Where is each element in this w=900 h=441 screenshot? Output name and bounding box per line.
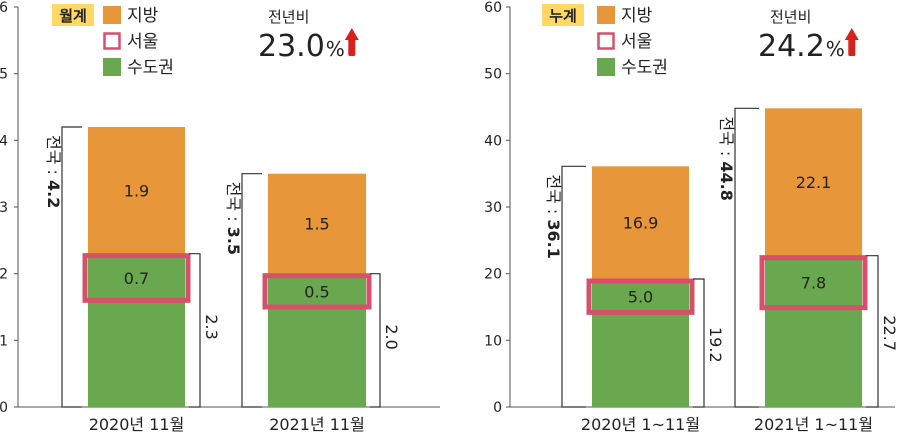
y-tick-label: 5 bbox=[0, 67, 8, 83]
national-total-value: 4.2 bbox=[44, 180, 63, 208]
bar-seoul-outline bbox=[82, 253, 191, 303]
bar-regional bbox=[592, 166, 689, 279]
y-tick-label: 50 bbox=[484, 67, 502, 83]
capital-total-label: 2.3 bbox=[202, 314, 221, 339]
legend-label: 서울 bbox=[127, 32, 158, 52]
seoul-value-label: 0.5 bbox=[304, 282, 329, 301]
bar-capital bbox=[88, 253, 185, 407]
bar-capital bbox=[765, 255, 862, 407]
yoy-label: 전년비 bbox=[770, 8, 811, 26]
x-category-label: 2021년 11월 bbox=[269, 415, 365, 434]
up-arrow-icon bbox=[844, 28, 859, 56]
y-tick-label: 40 bbox=[484, 133, 502, 149]
badge-label: 월계 bbox=[59, 7, 87, 25]
seoul-value-label: 7.8 bbox=[801, 274, 826, 293]
national-total-label: 전국 : 44.8 bbox=[717, 116, 736, 201]
y-tick-label: 1 bbox=[0, 333, 8, 349]
y-tick-label: 6 bbox=[0, 0, 8, 16]
national-total-label: 전국 : 4.2 bbox=[44, 135, 63, 208]
capital-total-bracket bbox=[370, 273, 381, 408]
national-total-label: 전국 : 3.5 bbox=[224, 182, 243, 255]
regional-value-label: 16.9 bbox=[623, 214, 659, 233]
legend-label: 수도권 bbox=[621, 58, 668, 78]
up-arrow-head bbox=[844, 28, 859, 40]
seoul-value-label: 0.7 bbox=[124, 269, 149, 288]
legend-swatch-seoul bbox=[103, 32, 121, 50]
seoul-value-label: 5.0 bbox=[628, 288, 653, 307]
y-tick-label: 3 bbox=[0, 200, 8, 216]
y-tick-label: 20 bbox=[484, 267, 502, 283]
regional-value-label: 1.5 bbox=[304, 215, 329, 234]
national-total-bracket bbox=[734, 107, 759, 408]
bar-regional bbox=[765, 108, 862, 256]
up-arrow-icon bbox=[344, 28, 359, 56]
y-tick-label: 0 bbox=[493, 400, 502, 416]
national-total-label: 전국 : 36.1 bbox=[544, 174, 563, 258]
national-total-value: 3.5 bbox=[224, 227, 243, 255]
national-total-prefix: 전국 : bbox=[544, 174, 563, 219]
bar-seoul-outline bbox=[262, 273, 372, 310]
bar-capital bbox=[268, 273, 366, 407]
yoy-unit: % bbox=[326, 37, 345, 61]
y-tick-label: 30 bbox=[484, 200, 502, 216]
legend-swatch-regional bbox=[103, 6, 121, 24]
bar-seoul-outline bbox=[759, 255, 868, 311]
badge-background bbox=[542, 4, 584, 26]
bar-regional bbox=[268, 173, 366, 274]
legend-label: 지방 bbox=[621, 6, 653, 26]
yoy-unit: % bbox=[826, 37, 845, 61]
bar-capital bbox=[592, 279, 689, 407]
legend-label: 지방 bbox=[127, 6, 159, 26]
x-category-label: 2020년 1~11월 bbox=[581, 415, 700, 434]
y-tick-label: 4 bbox=[0, 133, 8, 149]
yoy-value: 24.2 bbox=[758, 29, 825, 64]
up-arrow-shaft bbox=[348, 39, 356, 56]
y-tick-label: 0 bbox=[0, 400, 8, 416]
badge-label: 누계 bbox=[549, 7, 577, 25]
legend-swatch-capital bbox=[103, 58, 121, 76]
national-total-value: 36.1 bbox=[544, 219, 563, 258]
y-tick-label: 10 bbox=[484, 333, 502, 349]
capital-total-label: 19.2 bbox=[706, 327, 725, 363]
capital-total-bracket bbox=[866, 255, 879, 408]
capital-total-bracket bbox=[693, 278, 705, 408]
national-total-value: 44.8 bbox=[717, 161, 736, 200]
regional-value-label: 22.1 bbox=[796, 173, 832, 192]
y-tick-label: 60 bbox=[484, 0, 502, 16]
national-total-bracket bbox=[561, 165, 586, 408]
regional-value-label: 1.9 bbox=[124, 181, 149, 200]
x-category-label: 2020년 11월 bbox=[89, 415, 185, 434]
national-total-prefix: 전국 : bbox=[224, 182, 243, 227]
y-tick-label: 2 bbox=[0, 267, 8, 283]
legend-swatch-capital bbox=[597, 58, 615, 76]
capital-total-label: 2.0 bbox=[382, 324, 401, 349]
legend-swatch-seoul bbox=[597, 32, 615, 50]
legend-label: 수도권 bbox=[127, 58, 174, 78]
badge-background bbox=[52, 4, 94, 26]
up-arrow-shaft bbox=[848, 39, 856, 56]
legend-swatch-regional bbox=[597, 6, 615, 24]
x-category-label: 2021년 1~11월 bbox=[754, 415, 873, 434]
capital-total-label: 22.7 bbox=[880, 315, 899, 351]
national-total-prefix: 전국 : bbox=[44, 135, 63, 180]
national-total-prefix: 전국 : bbox=[717, 116, 736, 161]
bar-seoul-outline bbox=[586, 278, 695, 315]
yoy-label: 전년비 bbox=[268, 8, 309, 26]
yoy-value: 23.0 bbox=[258, 29, 325, 64]
capital-total-bracket bbox=[189, 253, 201, 408]
national-total-bracket bbox=[61, 126, 82, 408]
legend-label: 서울 bbox=[621, 32, 652, 52]
up-arrow-head bbox=[344, 28, 359, 40]
national-total-bracket bbox=[241, 173, 262, 408]
bar-regional bbox=[88, 127, 185, 254]
